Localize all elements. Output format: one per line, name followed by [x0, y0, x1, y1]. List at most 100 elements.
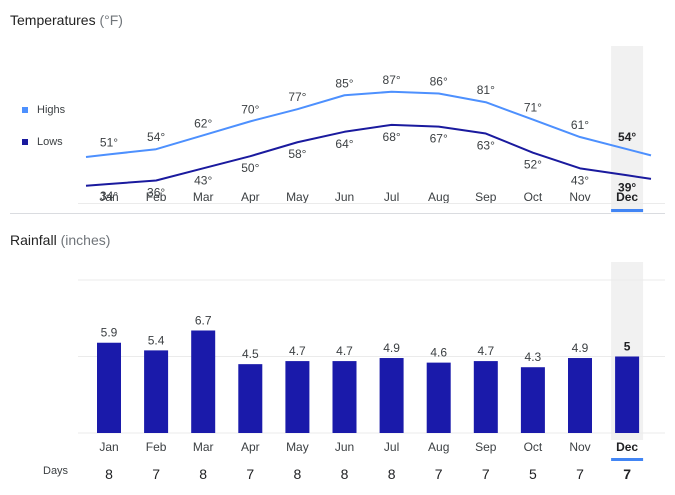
lows-label-apr: 50°	[241, 161, 259, 175]
lows-label-mar: 43°	[194, 173, 212, 187]
rain-bar-jul[interactable]	[379, 358, 404, 433]
rain-days-nov: 7	[576, 466, 584, 482]
temp-month-label-apr: Apr	[241, 190, 260, 204]
rain-bar-oct[interactable]	[520, 367, 545, 433]
rain-days-jul: 8	[388, 466, 396, 482]
temp-month-label-aug: Aug	[428, 190, 449, 204]
rainfall-title: Rainfall (inches)	[10, 232, 110, 248]
temp-month-label-nov: Nov	[569, 190, 590, 204]
rain-value-sep: 4.7	[477, 344, 494, 358]
legend-lows-label: Lows	[37, 136, 63, 148]
lows-line	[85, 123, 652, 187]
lows-label-nov: 43°	[571, 173, 589, 187]
rain-value-oct: 4.3	[525, 350, 542, 364]
temperatures-title-text: Temperatures	[10, 12, 96, 28]
rain-bar-mar[interactable]	[191, 330, 216, 433]
rain-days-oct: 5	[529, 466, 537, 482]
selected-month-highlight-temp	[611, 46, 644, 214]
lows-label-may: 58°	[288, 147, 306, 161]
legend-lows: Lows	[22, 136, 63, 148]
lows-label-jan: 34°	[100, 189, 118, 203]
highs-label-apr: 70°	[241, 102, 259, 116]
highs-line	[85, 90, 652, 158]
temp-month-label-dec: Dec	[616, 190, 638, 204]
highs-label-nov: 61°	[571, 118, 589, 132]
rain-month-label-jun: Jun	[335, 440, 354, 454]
rain-days-mar: 8	[199, 466, 207, 482]
rain-value-jun: 4.7	[336, 344, 353, 358]
rain-value-feb: 5.4	[148, 333, 165, 347]
rain-month-label-jan: Jan	[99, 440, 118, 454]
rain-days-may: 8	[294, 466, 302, 482]
lows-label-sep: 63°	[477, 139, 495, 153]
rain-bar-aug[interactable]	[426, 362, 451, 433]
lows-label-oct: 52°	[524, 158, 542, 172]
rain-month-label-may: May	[286, 440, 309, 454]
rain-month-label-aug: Aug	[428, 440, 449, 454]
temperatures-unit: (°F)	[99, 12, 123, 28]
rain-bar-nov[interactable]	[568, 358, 592, 433]
temp-month-label-sep: Sep	[475, 190, 497, 204]
rain-days-jan: 8	[105, 466, 113, 482]
lows-label-jun: 64°	[335, 137, 353, 151]
rainfall-unit: (inches)	[60, 232, 111, 248]
highs-label-jan: 51°	[100, 135, 118, 149]
rain-days-dec: 7	[623, 466, 631, 482]
rain-value-aug: 4.6	[430, 346, 447, 360]
rain-bar-feb[interactable]	[144, 350, 169, 433]
highs-label-may: 77°	[288, 90, 306, 104]
rain-value-may: 4.7	[289, 344, 306, 358]
highs-label-aug: 86°	[430, 75, 448, 89]
temp-month-label-jun: Jun	[335, 190, 354, 204]
rain-month-label-feb: Feb	[146, 440, 167, 454]
rain-value-jul: 4.9	[383, 341, 400, 355]
section-divider	[10, 213, 665, 214]
lows-label-feb: 36°	[147, 186, 165, 200]
highs-label-jul: 87°	[383, 73, 401, 87]
legend-highs-label: Highs	[37, 104, 66, 116]
lows-label-dec: 39°	[618, 180, 636, 194]
temp-month-label-oct: Oct	[524, 190, 543, 204]
lows-label-aug: 67°	[430, 132, 448, 146]
temp-month-label-jan: Jan	[99, 190, 118, 204]
rain-days-sep: 7	[482, 466, 490, 482]
rain-days-jun: 8	[341, 466, 349, 482]
rain-value-nov: 4.9	[572, 341, 589, 355]
rain-value-jan: 5.9	[101, 326, 118, 340]
rain-days-apr: 7	[246, 466, 254, 482]
temp-month-label-mar: Mar	[193, 190, 214, 204]
highs-label-jun: 85°	[335, 76, 353, 90]
rain-days-aug: 7	[435, 466, 443, 482]
legend-highs-swatch	[22, 107, 28, 113]
rain-bar-dec[interactable]	[615, 356, 640, 434]
rain-selected-indicator	[611, 458, 644, 461]
highs-label-feb: 54°	[147, 130, 165, 144]
rain-month-label-nov: Nov	[569, 440, 590, 454]
legend-lows-swatch	[22, 139, 28, 145]
temperatures-title: Temperatures (°F)	[10, 12, 123, 28]
rain-month-label-dec: Dec	[616, 440, 638, 454]
highs-label-mar: 62°	[194, 116, 212, 130]
temp-month-label-jul: Jul	[384, 190, 399, 204]
rain-bar-sep[interactable]	[473, 361, 498, 433]
rain-value-mar: 6.7	[195, 313, 212, 327]
temp-month-label-feb: Feb	[146, 190, 167, 204]
rain-bar-jun[interactable]	[332, 361, 357, 433]
rain-bar-jan[interactable]	[97, 342, 121, 433]
highs-label-dec: 54°	[618, 130, 636, 144]
temp-selected-indicator	[611, 209, 644, 212]
rain-month-label-apr: Apr	[241, 440, 260, 454]
rain-days-feb: 7	[152, 466, 160, 482]
rain-bar-apr[interactable]	[238, 364, 263, 433]
highs-label-sep: 81°	[477, 83, 495, 97]
temp-month-label-may: May	[286, 190, 309, 204]
days-label: Days	[43, 465, 69, 477]
rainfall-title-text: Rainfall	[10, 232, 57, 248]
legend-highs: Highs	[22, 104, 65, 116]
lows-label-jul: 68°	[383, 130, 401, 144]
rain-month-label-oct: Oct	[524, 440, 543, 454]
rain-month-label-mar: Mar	[193, 440, 214, 454]
rain-bar-may[interactable]	[285, 361, 310, 433]
rain-value-dec: 5	[624, 340, 631, 354]
